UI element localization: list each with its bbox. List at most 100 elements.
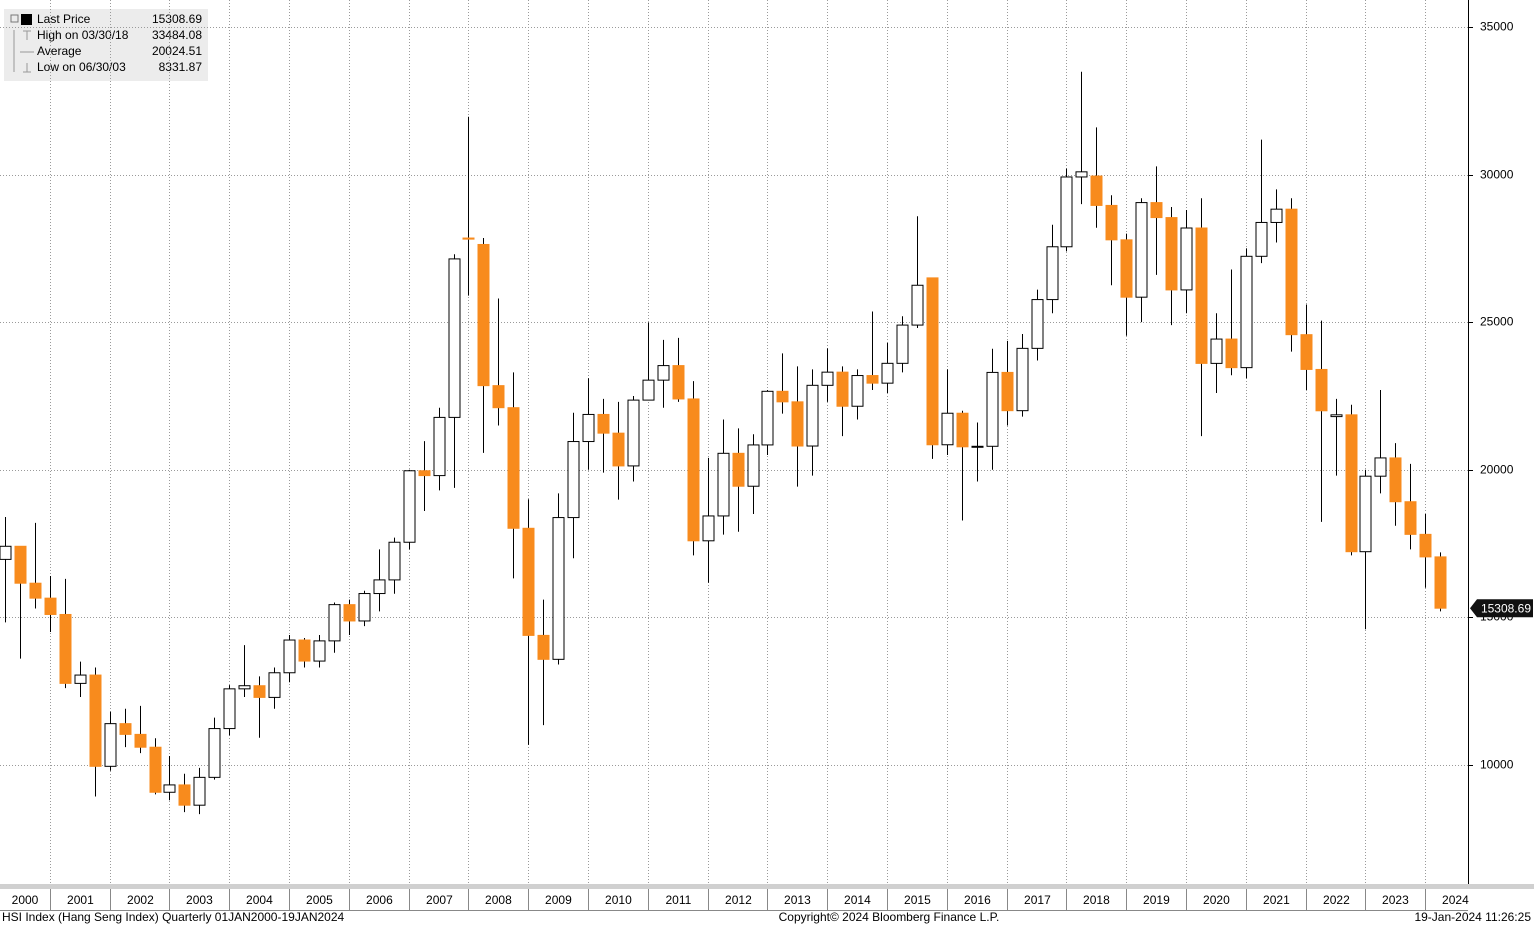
candle-body — [776, 390, 789, 403]
candle-body — [986, 371, 999, 447]
x-tick-label: 2004 — [246, 893, 273, 907]
x-tick-label: 2001 — [67, 893, 94, 907]
candle-body — [537, 634, 550, 660]
candle-body — [208, 728, 221, 778]
last-price-tag — [1470, 599, 1533, 618]
candle-body — [1359, 475, 1372, 553]
candle-body — [462, 237, 475, 240]
candle-body — [178, 784, 191, 806]
candle-body — [851, 375, 864, 407]
candle-body — [388, 541, 401, 581]
candle-body — [1345, 414, 1358, 553]
candle-body — [567, 441, 580, 519]
candle-body — [791, 401, 804, 447]
x-tick-label: 2018 — [1083, 893, 1110, 907]
y-tick-label: 35000 — [1480, 20, 1514, 34]
last-price-label: 15308.69 — [1481, 601, 1531, 615]
candle-body — [448, 258, 461, 418]
candle-body — [747, 444, 760, 487]
candle-body — [1046, 246, 1059, 301]
candle-body — [238, 685, 251, 690]
candle-body — [507, 407, 520, 529]
legend: Last Price 15308.69 High on 03/30/18 33484.… — [37, 12, 202, 74]
candle-body — [1016, 347, 1029, 412]
candle-body — [672, 365, 685, 400]
candle-body — [866, 375, 879, 384]
candle-body — [403, 470, 416, 543]
candle-body — [328, 604, 341, 642]
x-tick-label: 2008 — [485, 893, 512, 907]
candle-body — [313, 640, 326, 662]
candle-body — [74, 674, 87, 684]
candle-body — [358, 593, 371, 622]
candle-body — [1195, 227, 1208, 364]
candle-body — [1090, 175, 1103, 206]
legend-icon — [13, 30, 34, 73]
candle-body — [1165, 217, 1178, 291]
candle-body — [597, 413, 610, 434]
candle-body — [283, 639, 296, 674]
legend-icon — [21, 14, 32, 25]
x-tick-label: 2012 — [725, 893, 752, 907]
x-tick-label: 2020 — [1203, 893, 1230, 907]
candle-body — [492, 385, 505, 409]
candle-body — [821, 371, 834, 386]
x-axis-band — [0, 884, 1534, 889]
candle-body — [717, 452, 730, 517]
x-tick-label: 2002 — [127, 893, 154, 907]
x-tick-label: 2019 — [1143, 893, 1170, 907]
candle-body — [477, 243, 490, 387]
candle-body — [1150, 202, 1163, 219]
candle-body — [1105, 204, 1118, 241]
candle-body — [687, 398, 700, 542]
candle-body — [956, 412, 969, 448]
candle-body — [612, 432, 625, 467]
candle-body — [761, 390, 774, 446]
candle-body — [163, 784, 176, 793]
legend-value: 15308.69 — [152, 12, 202, 26]
candle-body — [373, 579, 386, 595]
candle-body — [1075, 171, 1088, 178]
candle-body — [642, 379, 655, 401]
candle-body — [14, 545, 27, 584]
candle-body — [1404, 501, 1417, 535]
candle-body — [149, 746, 162, 793]
legend-value: 33484.08 — [152, 28, 202, 42]
candle-body — [104, 723, 117, 767]
x-tick-label: 2021 — [1263, 893, 1290, 907]
candle-body — [253, 685, 266, 698]
legend-box — [4, 9, 208, 81]
x-tick-label: 2006 — [366, 893, 393, 907]
y-tick-label: 30000 — [1480, 168, 1514, 182]
y-tick-label: 25000 — [1480, 315, 1514, 329]
candle-body — [1135, 202, 1148, 298]
footer-left: HSI Index (Hang Seng Index) Quarterly 01… — [2, 910, 345, 924]
candle-body — [1330, 414, 1343, 418]
candle-body — [971, 445, 984, 448]
candle-body — [418, 470, 431, 477]
candle-body — [59, 613, 72, 684]
x-tick-label: 2009 — [545, 893, 572, 907]
legend-label: Low on 06/30/03 — [37, 60, 126, 74]
candle-body — [29, 582, 42, 599]
legend-label: Last Price — [37, 12, 91, 26]
candle-body — [881, 362, 894, 384]
footer-center: Copyright© 2024 Bloomberg Finance L.P. — [779, 910, 1000, 924]
candle-body — [657, 365, 670, 381]
candle-body — [268, 672, 281, 698]
candle-body — [836, 371, 849, 407]
x-tick-label: 2022 — [1323, 893, 1350, 907]
y-tick-label: 20000 — [1480, 463, 1514, 477]
candle-body — [1225, 338, 1238, 369]
candle-body — [1240, 255, 1253, 369]
candle-body — [1389, 457, 1402, 503]
candle-body — [1419, 533, 1432, 558]
legend-value: 8331.87 — [159, 60, 203, 74]
y-tick-label: 10000 — [1480, 758, 1514, 772]
x-tick-label: 2024 — [1442, 893, 1469, 907]
candle-body — [941, 412, 954, 446]
x-tick-label: 2010 — [605, 893, 632, 907]
x-tick-label: 2015 — [904, 893, 931, 907]
